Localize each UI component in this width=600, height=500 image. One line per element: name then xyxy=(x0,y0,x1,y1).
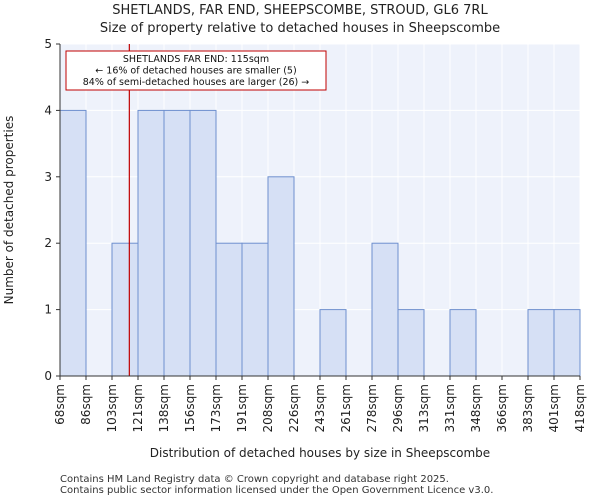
x-axis-label: Distribution of detached houses by size … xyxy=(150,446,490,460)
axes xyxy=(56,43,581,380)
bars xyxy=(59,109,581,377)
bar-173sqm xyxy=(215,242,243,377)
footer-line-1: Contains HM Land Registry data © Crown c… xyxy=(60,474,449,485)
x-tick-label: 366sqm xyxy=(495,384,509,432)
x-tick-label: 191sqm xyxy=(235,384,249,432)
bar-208sqm xyxy=(267,176,295,377)
y-axis-label: Number of detached properties xyxy=(2,116,16,305)
x-tick-label: 243sqm xyxy=(313,384,327,432)
x-tick-label: 156sqm xyxy=(183,384,197,432)
chart-title: SHETLANDS, FAR END, SHEEPSCOMBE, STROUD,… xyxy=(112,3,488,18)
x-tick-label: 226sqm xyxy=(287,384,301,432)
bar-278sqm xyxy=(371,242,399,377)
x-tick-label: 401sqm xyxy=(547,384,561,432)
bar-296sqm xyxy=(397,309,425,377)
bar-156sqm xyxy=(189,109,217,377)
x-tick-label: 138sqm xyxy=(157,384,171,432)
x-tick-label: 418sqm xyxy=(573,384,587,432)
x-tick-label: 103sqm xyxy=(105,384,119,432)
bar-68sqm xyxy=(59,109,87,377)
y-tick-label: 3 xyxy=(44,170,52,184)
x-tick-label: 331sqm xyxy=(443,384,457,432)
bar-383sqm xyxy=(527,309,555,377)
x-tick-label: 68sqm xyxy=(53,384,67,425)
bar-243sqm xyxy=(319,309,347,377)
marker-layer: SHETLANDS FAR END: 115sqm ← 16% of detac… xyxy=(65,44,327,376)
x-tick-label: 278sqm xyxy=(365,384,379,432)
bar-191sqm xyxy=(241,242,269,377)
y-tick-label: 1 xyxy=(44,303,52,317)
bar-331sqm xyxy=(449,309,477,377)
bar-103sqm xyxy=(111,242,139,377)
y-tick-label: 2 xyxy=(44,236,52,250)
footer-line-2: Contains public sector information licen… xyxy=(60,485,494,496)
annotation-line-2: ← 16% of detached houses are smaller (5) xyxy=(95,66,296,77)
annotation-line-3: 84% of semi-detached houses are larger (… xyxy=(83,77,310,88)
y-tick-label: 5 xyxy=(44,37,52,51)
x-tick-labels: 68sqm 86sqm 103sqm 121sqm 138sqm 156sqm 173sqm… xyxy=(53,384,587,432)
x-tick-label: 121sqm xyxy=(131,384,145,432)
x-tick-label: 86sqm xyxy=(79,384,93,425)
y-tick-labels: 0 1 2 3 4 5 xyxy=(44,37,52,383)
x-tick-label: 313sqm xyxy=(417,384,431,432)
x-tick-label: 296sqm xyxy=(391,384,405,432)
bar-121sqm xyxy=(137,109,165,377)
footer-attribution: Contains HM Land Registry data © Crown c… xyxy=(60,474,493,496)
x-tick-label: 208sqm xyxy=(261,384,275,432)
x-tick-label: 348sqm xyxy=(469,384,483,432)
x-tick-label: 383sqm xyxy=(521,384,535,432)
bar-138sqm xyxy=(163,109,191,377)
annotation-box xyxy=(65,50,327,91)
bar-401sqm xyxy=(553,309,581,377)
chart-subtitle: Size of property relative to detached ho… xyxy=(99,21,501,36)
x-tick-label: 173sqm xyxy=(209,384,223,432)
y-tick-label: 4 xyxy=(44,103,52,117)
chart-title-block: SHETLANDS, FAR END, SHEEPSCOMBE, STROUD,… xyxy=(0,2,600,38)
y-tick-label: 0 xyxy=(44,369,52,383)
x-tick-label: 261sqm xyxy=(339,384,353,432)
annotation-line-1: SHETLANDS FAR END: 115sqm xyxy=(123,54,269,65)
